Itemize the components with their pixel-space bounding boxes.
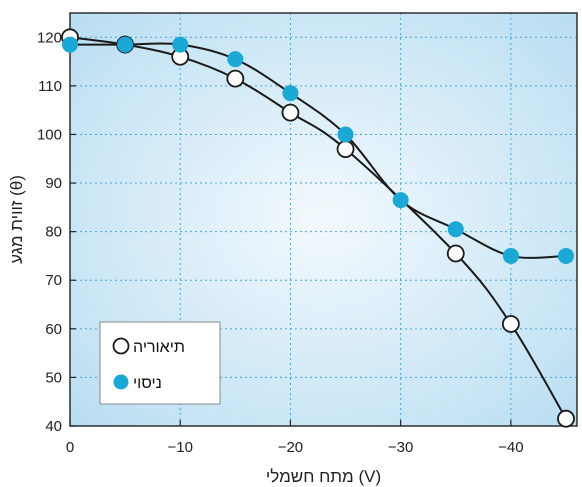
legend-marker-theory bbox=[112, 337, 130, 355]
plot-frame bbox=[69, 12, 578, 427]
x-tick-label: −30 bbox=[388, 439, 413, 456]
y-tick-label: 100 bbox=[37, 126, 62, 143]
x-axis-title: מתח חשמלי (V) bbox=[266, 467, 381, 486]
x-tick-label: −40 bbox=[498, 439, 523, 456]
experiment-point bbox=[172, 36, 189, 53]
legend-label-experiment: ניסוי bbox=[133, 375, 162, 392]
series-line-0 bbox=[70, 36, 567, 420]
theory-point bbox=[557, 409, 575, 428]
theory-point bbox=[501, 315, 520, 333]
experiment-point bbox=[392, 192, 409, 209]
experiment-point bbox=[502, 247, 519, 264]
theory-point bbox=[281, 103, 300, 122]
y-axis-title: זווית מגע (θ) bbox=[7, 175, 26, 264]
experiment-point bbox=[62, 36, 78, 53]
y-tick-label: 90 bbox=[45, 175, 62, 192]
y-tick-label: 120 bbox=[37, 29, 62, 46]
y-tick-label: 110 bbox=[38, 78, 62, 95]
gridlines bbox=[70, 13, 577, 426]
theory-point bbox=[336, 140, 355, 158]
theory-point bbox=[226, 69, 245, 88]
x-tick-label: −20 bbox=[278, 439, 303, 456]
x-tick-label: −10 bbox=[167, 439, 192, 456]
theory-point bbox=[446, 244, 465, 263]
y-tick-label: 50 bbox=[45, 369, 62, 386]
y-tick-label: 80 bbox=[45, 224, 62, 241]
legend-marker-experiment bbox=[113, 374, 129, 390]
series-layer bbox=[70, 36, 567, 420]
y-tick-label: 60 bbox=[45, 321, 62, 338]
y-tick-label: 70 bbox=[45, 272, 62, 289]
experiment-point bbox=[557, 247, 574, 264]
experiment-point bbox=[117, 36, 134, 53]
experiment-point bbox=[282, 85, 299, 102]
experiment-point bbox=[337, 126, 354, 143]
marker-layer bbox=[61, 28, 575, 428]
axis-ticks: 40 50 60 70 80 90 100 110 120 0 −10 −20 −30 −40 bbox=[37, 29, 524, 456]
x-tick-label: 0 bbox=[66, 439, 74, 456]
legend-box bbox=[99, 321, 221, 405]
legend-label-theory: תיאוריה bbox=[133, 339, 185, 356]
legend: תיאוריה ניסוי bbox=[99, 321, 221, 405]
series-line-1 bbox=[70, 42, 566, 259]
experiment-point bbox=[227, 51, 244, 68]
y-tick-label: 40 bbox=[45, 418, 62, 435]
experiment-point bbox=[447, 221, 464, 238]
